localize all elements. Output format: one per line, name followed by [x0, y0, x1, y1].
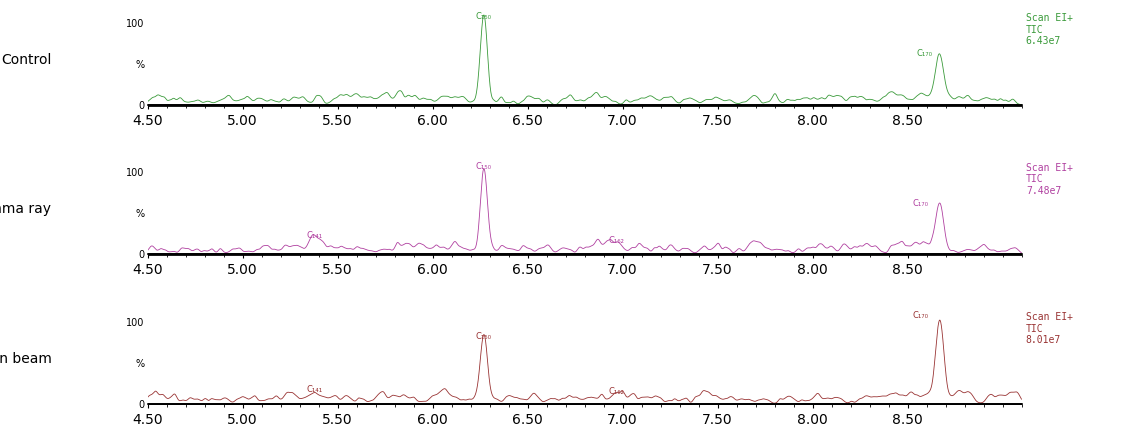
Text: C₁₆₂: C₁₆₂ — [608, 235, 624, 245]
Text: Scan EI+
TIC
7.48e7: Scan EI+ TIC 7.48e7 — [1026, 163, 1073, 196]
Text: C₁₇₀: C₁₇₀ — [913, 311, 928, 320]
Text: C₁₅₀: C₁₅₀ — [476, 332, 491, 341]
Text: Control: Control — [1, 53, 51, 67]
Text: C₁₆₂: C₁₆₂ — [608, 387, 624, 395]
Text: C₁₅₀: C₁₅₀ — [476, 162, 491, 171]
Text: C₁₇₀: C₁₇₀ — [917, 49, 933, 58]
Text: Electron beam: Electron beam — [0, 352, 51, 366]
Text: Gamma ray: Gamma ray — [0, 202, 51, 216]
Text: C₁₄₁: C₁₄₁ — [306, 232, 322, 240]
Text: C₁₅₀: C₁₅₀ — [476, 12, 491, 21]
Text: C₁₇₀: C₁₇₀ — [913, 199, 928, 208]
Text: C₁₄₁: C₁₄₁ — [306, 385, 322, 394]
Text: Scan EI+
TIC
8.01e7: Scan EI+ TIC 8.01e7 — [1026, 312, 1073, 345]
Text: Scan EI+
TIC
6.43e7: Scan EI+ TIC 6.43e7 — [1026, 13, 1073, 46]
